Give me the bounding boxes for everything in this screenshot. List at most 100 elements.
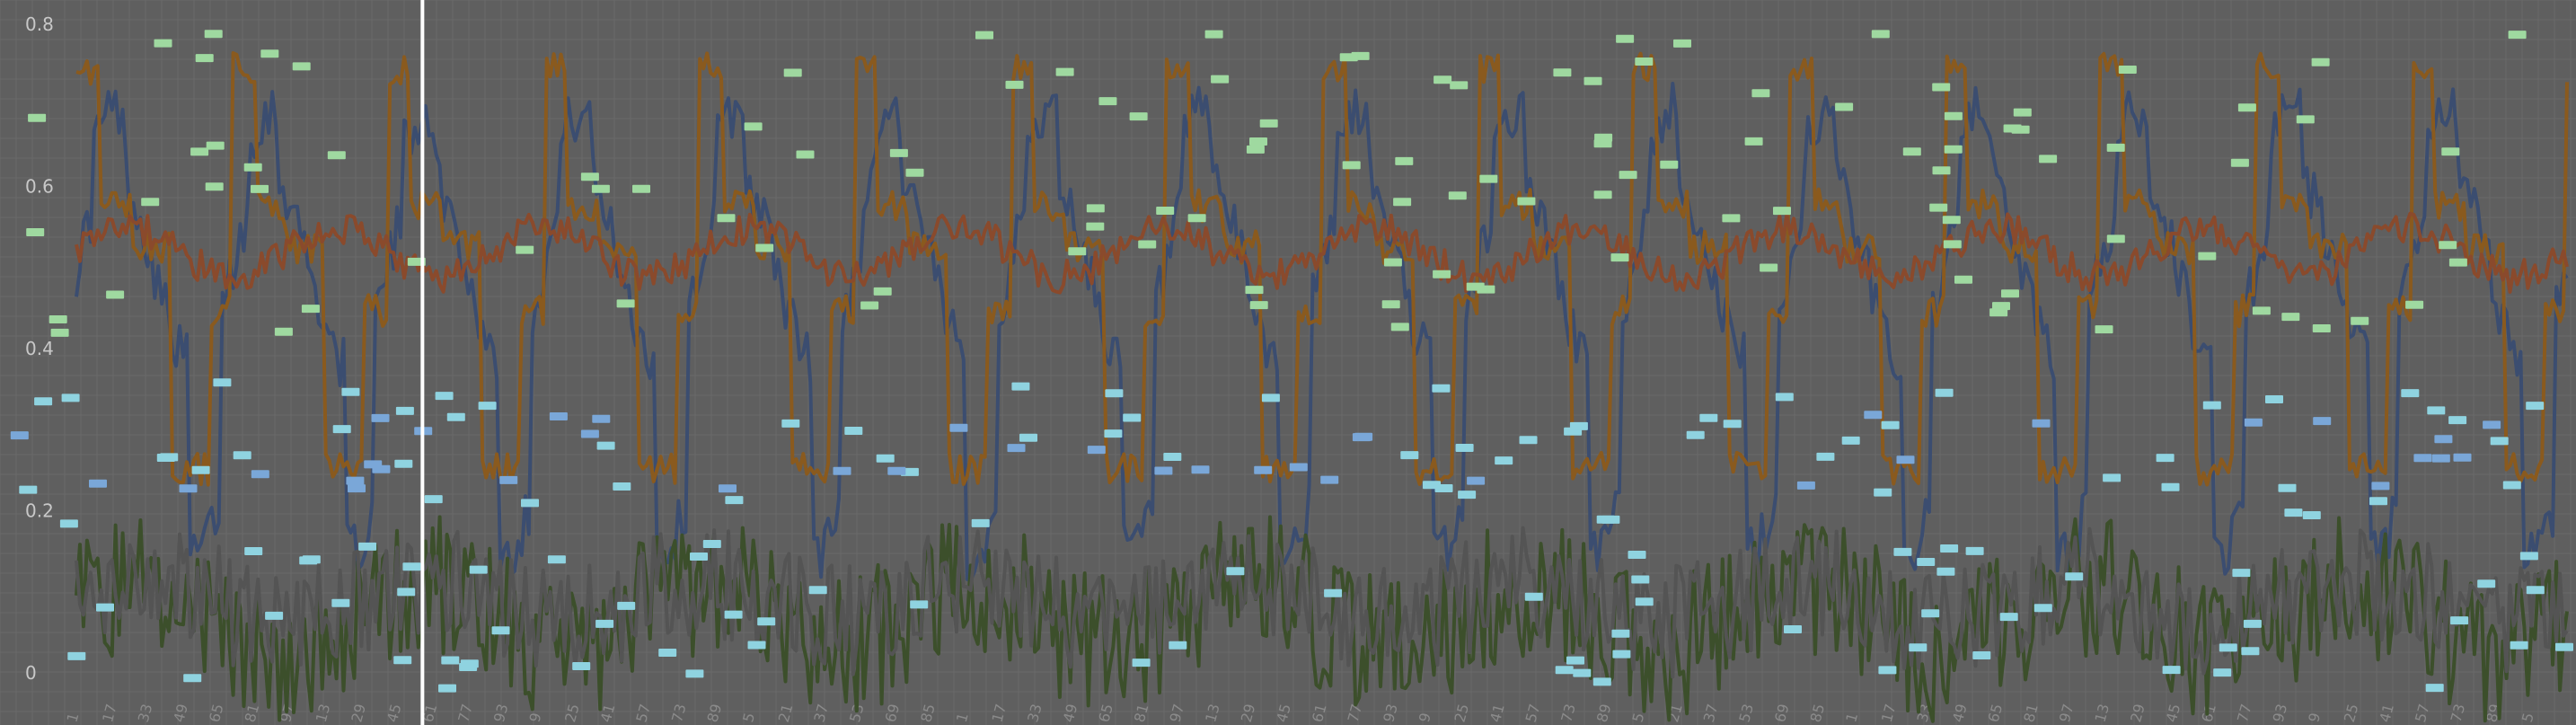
marker-light_green <box>755 243 774 252</box>
marker-cyan <box>1635 597 1654 606</box>
marker-cyan <box>332 425 351 434</box>
marker-light_green <box>26 228 45 236</box>
marker-blue <box>2434 435 2453 444</box>
marker-cyan <box>595 619 614 628</box>
marker-cyan <box>2519 552 2538 561</box>
marker-cyan <box>2202 401 2221 410</box>
marker-blue <box>251 470 269 479</box>
marker-blue <box>2371 482 2390 491</box>
marker-light_green <box>327 151 346 160</box>
marker-light_green <box>2095 325 2113 334</box>
marker-light_green <box>1751 89 1770 98</box>
marker-cyan <box>1874 488 1892 497</box>
marker-cyan <box>1816 452 1835 461</box>
marker-blue <box>592 414 611 423</box>
marker-light_green <box>1098 97 1117 106</box>
marker-cyan <box>2213 668 2232 677</box>
marker-cyan <box>191 465 210 474</box>
marker-light_green <box>1584 76 1602 85</box>
marker-cyan <box>2156 454 2175 463</box>
x-tick-label: 1 <box>953 711 972 724</box>
x-tick-label: 13 <box>313 702 334 724</box>
marker-blue <box>949 423 968 432</box>
marker-cyan <box>2450 616 2469 625</box>
marker-light_green <box>1055 67 1074 76</box>
marker-blue <box>2483 420 2501 429</box>
marker-light_green <box>1635 57 1654 66</box>
marker-blue <box>1796 481 1815 490</box>
marker-cyan <box>1972 651 1991 659</box>
marker-cyan <box>1611 629 1630 638</box>
marker-light_green <box>49 315 67 323</box>
x-tick-label: 45 <box>384 702 405 724</box>
x-tick-label: 1 <box>64 711 83 724</box>
marker-light_green <box>1342 161 1361 170</box>
x-tick-label: 97 <box>2056 702 2078 724</box>
marker-cyan <box>2502 481 2521 490</box>
marker-cyan <box>617 601 636 610</box>
marker-light_green <box>2013 108 2032 117</box>
x-tick-label: 5 <box>2519 711 2537 724</box>
marker-light_green <box>2351 316 2369 325</box>
marker-blue <box>1864 411 1883 420</box>
series-line-rust <box>75 211 2569 295</box>
marker-blue <box>887 466 906 475</box>
marker-light_green <box>1245 286 1264 295</box>
marker-light_green <box>1722 214 1741 223</box>
marker-blue <box>2453 453 2472 462</box>
marker-light_green <box>206 141 225 150</box>
marker-blue <box>1154 466 1173 475</box>
marker-blue <box>346 476 365 485</box>
marker-light_green <box>1517 197 1536 206</box>
marker-light_green <box>1943 240 1962 249</box>
marker-cyan <box>341 387 360 396</box>
x-tick-label: 45 <box>2163 702 2184 724</box>
marker-light_green <box>1249 137 1267 146</box>
marker-light_green <box>1246 145 1265 154</box>
x-tick-label: 29 <box>2127 702 2148 724</box>
marker-cyan <box>1555 666 1574 675</box>
marker-cyan <box>2477 579 2496 588</box>
marker-light_green <box>1259 119 1278 128</box>
x-tick-label: 21 <box>775 702 797 724</box>
marker-blue <box>89 479 107 488</box>
x-tick-label: 57 <box>2412 702 2433 724</box>
marker-light_green <box>1594 133 1613 142</box>
marker-cyan <box>1936 567 1955 576</box>
marker-light_green <box>1383 258 1402 267</box>
marker-cyan <box>1775 393 1794 402</box>
marker-light_green <box>1479 174 1498 183</box>
x-tick-label: 81 <box>1131 702 1152 724</box>
marker-light_green <box>1992 302 2010 311</box>
marker-light_green <box>2311 57 2330 66</box>
marker-cyan <box>781 419 800 428</box>
marker-cyan <box>1784 625 1802 633</box>
marker-light_green <box>1005 80 1024 89</box>
marker-cyan <box>1999 613 2018 622</box>
marker-light_green <box>744 122 763 131</box>
marker-cyan <box>808 586 827 595</box>
marker-cyan <box>2033 604 2052 613</box>
marker-cyan <box>2232 569 2251 578</box>
marker-cyan <box>1723 420 1742 429</box>
marker-light_green <box>2508 31 2527 40</box>
marker-light_green <box>1466 282 1485 291</box>
marker-cyan <box>2448 416 2467 425</box>
marker-light_green <box>1068 247 1087 256</box>
marker-cyan <box>757 617 776 626</box>
marker-cyan <box>1132 659 1151 668</box>
x-tick-label: 9 <box>2305 711 2324 724</box>
x-tick-label: 5 <box>739 711 758 724</box>
marker-light_green <box>1086 204 1105 213</box>
marker-light_green <box>1339 53 1358 62</box>
x-tick-label: 9 <box>525 711 544 724</box>
marker-cyan <box>702 540 721 548</box>
marker-cyan <box>1573 668 1592 677</box>
x-tick-label: 61 <box>419 702 441 724</box>
marker-cyan <box>1699 413 1718 422</box>
marker-cyan <box>1455 444 1474 452</box>
marker-cyan <box>2243 619 2262 628</box>
x-tick-label: 1 <box>1842 711 1861 724</box>
